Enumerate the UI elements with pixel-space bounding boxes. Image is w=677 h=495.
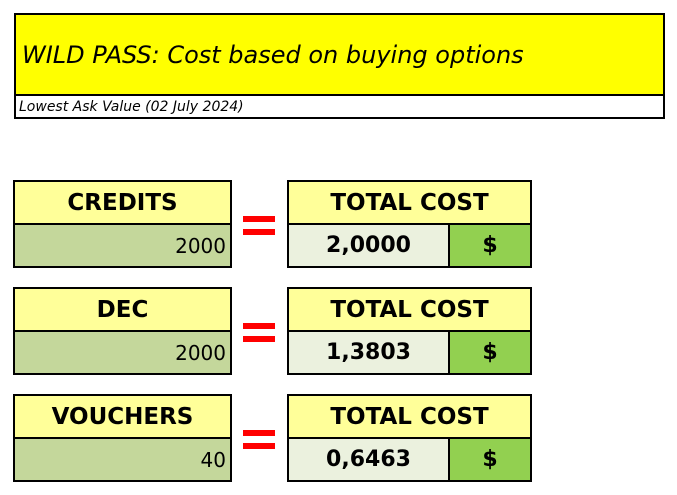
credits-label-cell[interactable]: CREDITS	[15, 182, 230, 225]
vouchers-total-cost-cell[interactable]: 0,6463	[289, 439, 450, 480]
credits-total-cost-cell[interactable]: 2,0000	[289, 225, 450, 266]
credits-row: CREDITS 2000 TOTAL COST 2,0000 $	[0, 180, 677, 268]
total-cost-label-cell[interactable]: TOTAL COST	[289, 182, 530, 225]
currency-cell[interactable]: $	[450, 225, 530, 266]
currency-cell[interactable]: $	[450, 332, 530, 373]
currency-cell[interactable]: $	[450, 439, 530, 480]
title-banner: WILD PASS: Cost based on buying options …	[14, 13, 665, 119]
dec-input-block: DEC 2000	[13, 287, 232, 375]
credits-input-block: CREDITS 2000	[13, 180, 232, 268]
title-cell[interactable]: WILD PASS: Cost based on buying options	[16, 15, 663, 96]
dec-cost-block: TOTAL COST 1,3803 $	[287, 287, 532, 375]
vouchers-cost-block: TOTAL COST 0,6463 $	[287, 394, 532, 482]
dec-label-cell[interactable]: DEC	[15, 289, 230, 332]
total-cost-label-cell[interactable]: TOTAL COST	[289, 289, 530, 332]
vouchers-value-cell[interactable]: 40	[15, 439, 230, 480]
credits-cost-block: TOTAL COST 2,0000 $	[287, 180, 532, 268]
page-subtitle: Lowest Ask Value (02 July 2024)	[19, 98, 244, 115]
equals-sign	[243, 323, 275, 347]
dec-value-cell[interactable]: 2000	[15, 332, 230, 373]
vouchers-input-block: VOUCHERS 40	[13, 394, 232, 482]
vouchers-row: VOUCHERS 40 TOTAL COST 0,6463 $	[0, 394, 677, 482]
total-cost-label-cell[interactable]: TOTAL COST	[289, 396, 530, 439]
equals-sign	[243, 430, 275, 454]
equals-sign	[243, 216, 275, 240]
vouchers-label-cell[interactable]: VOUCHERS	[15, 396, 230, 439]
subtitle-cell[interactable]: Lowest Ask Value (02 July 2024)	[16, 96, 663, 117]
dec-total-cost-cell[interactable]: 1,3803	[289, 332, 450, 373]
page-title: WILD PASS: Cost based on buying options	[22, 40, 524, 69]
credits-value-cell[interactable]: 2000	[15, 225, 230, 266]
dec-row: DEC 2000 TOTAL COST 1,3803 $	[0, 287, 677, 375]
